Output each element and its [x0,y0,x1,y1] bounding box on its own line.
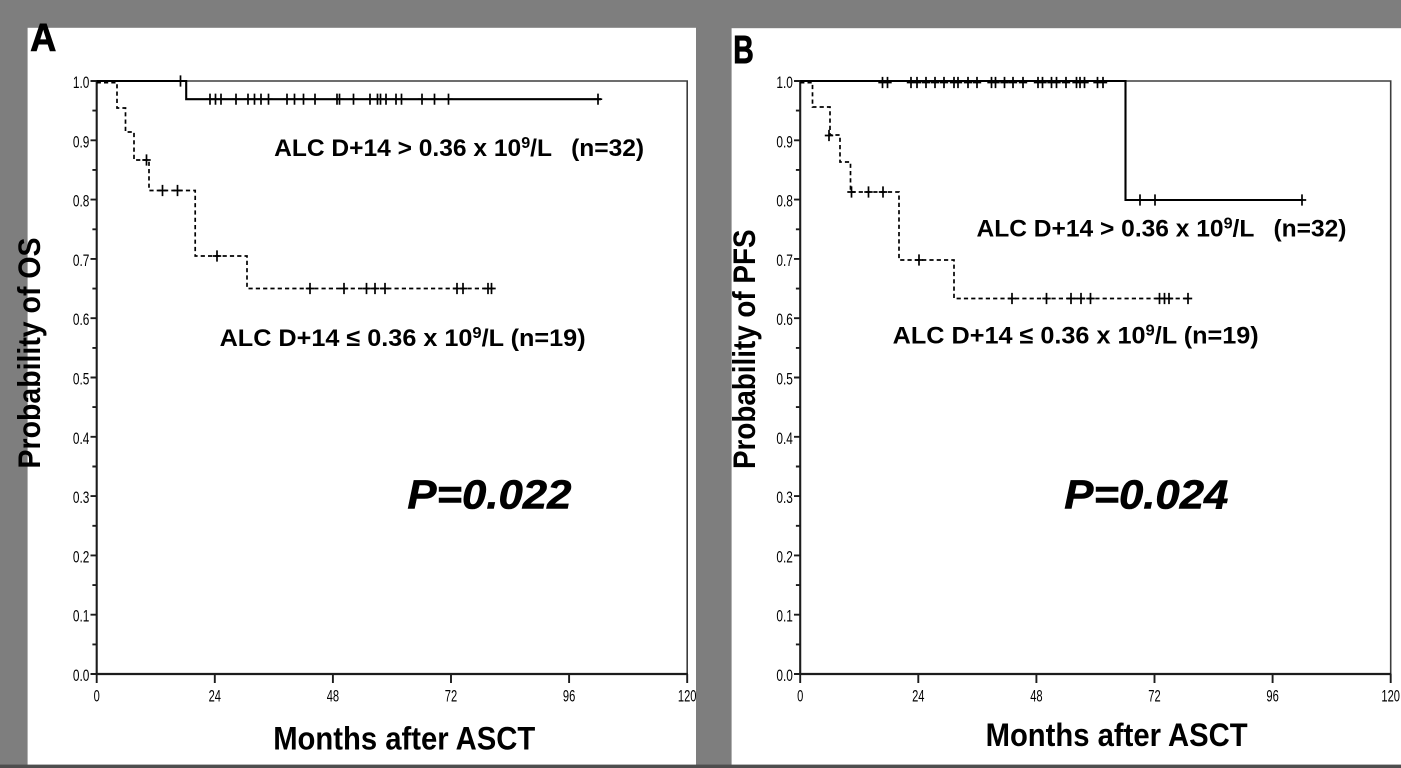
svg-text:0.7: 0.7 [776,251,793,270]
svg-text:0.5: 0.5 [73,370,90,389]
svg-text:0.4: 0.4 [776,429,793,448]
svg-text:1.0: 1.0 [776,73,793,92]
svg-text:120: 120 [678,687,697,706]
svg-text:24: 24 [912,687,924,706]
svg-text:0.5: 0.5 [776,370,793,389]
svg-text:P=0.024: P=0.024 [1064,471,1228,517]
svg-text:Probability of PFS: Probability of PFS [726,230,762,470]
svg-text:0.1: 0.1 [73,607,90,626]
svg-text:0.6: 0.6 [776,310,793,329]
svg-text:ALC D+14 ≤ 0.36 x 109/L (n=19): ALC D+14 ≤ 0.36 x 10 9/L (n=19) [893,323,1259,350]
svg-text:0.8: 0.8 [73,192,90,211]
svg-text:0.9: 0.9 [73,132,90,151]
svg-text:ALC D+14 ≤ 0.36 x 109/L (n=19): ALC D+14 ≤ 0.36 x 10 9/L (n=19) [220,325,586,352]
svg-text:Months after ASCT: Months after ASCT [986,717,1248,753]
svg-text:120: 120 [1381,687,1400,706]
svg-text:0.2: 0.2 [73,547,90,566]
svg-text:Probability of OS: Probability of OS [11,237,47,468]
svg-text:P=0.022: P=0.022 [407,472,572,518]
svg-text:0.0: 0.0 [73,666,90,685]
svg-text:0.8: 0.8 [776,192,793,211]
svg-text:0.3: 0.3 [73,488,90,507]
svg-text:72: 72 [445,687,457,706]
svg-text:B: B [733,29,754,72]
svg-text:0.4: 0.4 [73,429,90,448]
svg-text:72: 72 [1148,687,1160,706]
svg-text:0.7: 0.7 [73,251,90,270]
svg-text:0.0: 0.0 [776,666,793,685]
svg-text:0.3: 0.3 [776,488,793,507]
svg-text:0: 0 [94,687,100,706]
svg-text:96: 96 [563,687,575,706]
svg-text:24: 24 [209,687,221,706]
svg-text:ALC D+14 > 0.36 x 109/L (n=32: ALC D+14 > 0.36 x 10 9/L (n=32) [274,135,644,162]
svg-text:0.2: 0.2 [776,547,793,566]
svg-text:ALC D+14 > 0.36 x 109/L (n=32: ALC D+14 > 0.36 x 10 9/L (n=32) [977,215,1347,242]
svg-text:48: 48 [327,687,339,706]
svg-text:0.1: 0.1 [776,607,793,626]
svg-text:96: 96 [1266,687,1278,706]
svg-text:48: 48 [1030,687,1042,706]
svg-text:0: 0 [797,687,803,706]
svg-text:1.0: 1.0 [73,73,90,92]
svg-text:Months after ASCT: Months after ASCT [273,721,535,757]
svg-text:0.9: 0.9 [776,132,793,151]
svg-text:0.6: 0.6 [73,310,90,329]
svg-text:A: A [30,16,56,60]
